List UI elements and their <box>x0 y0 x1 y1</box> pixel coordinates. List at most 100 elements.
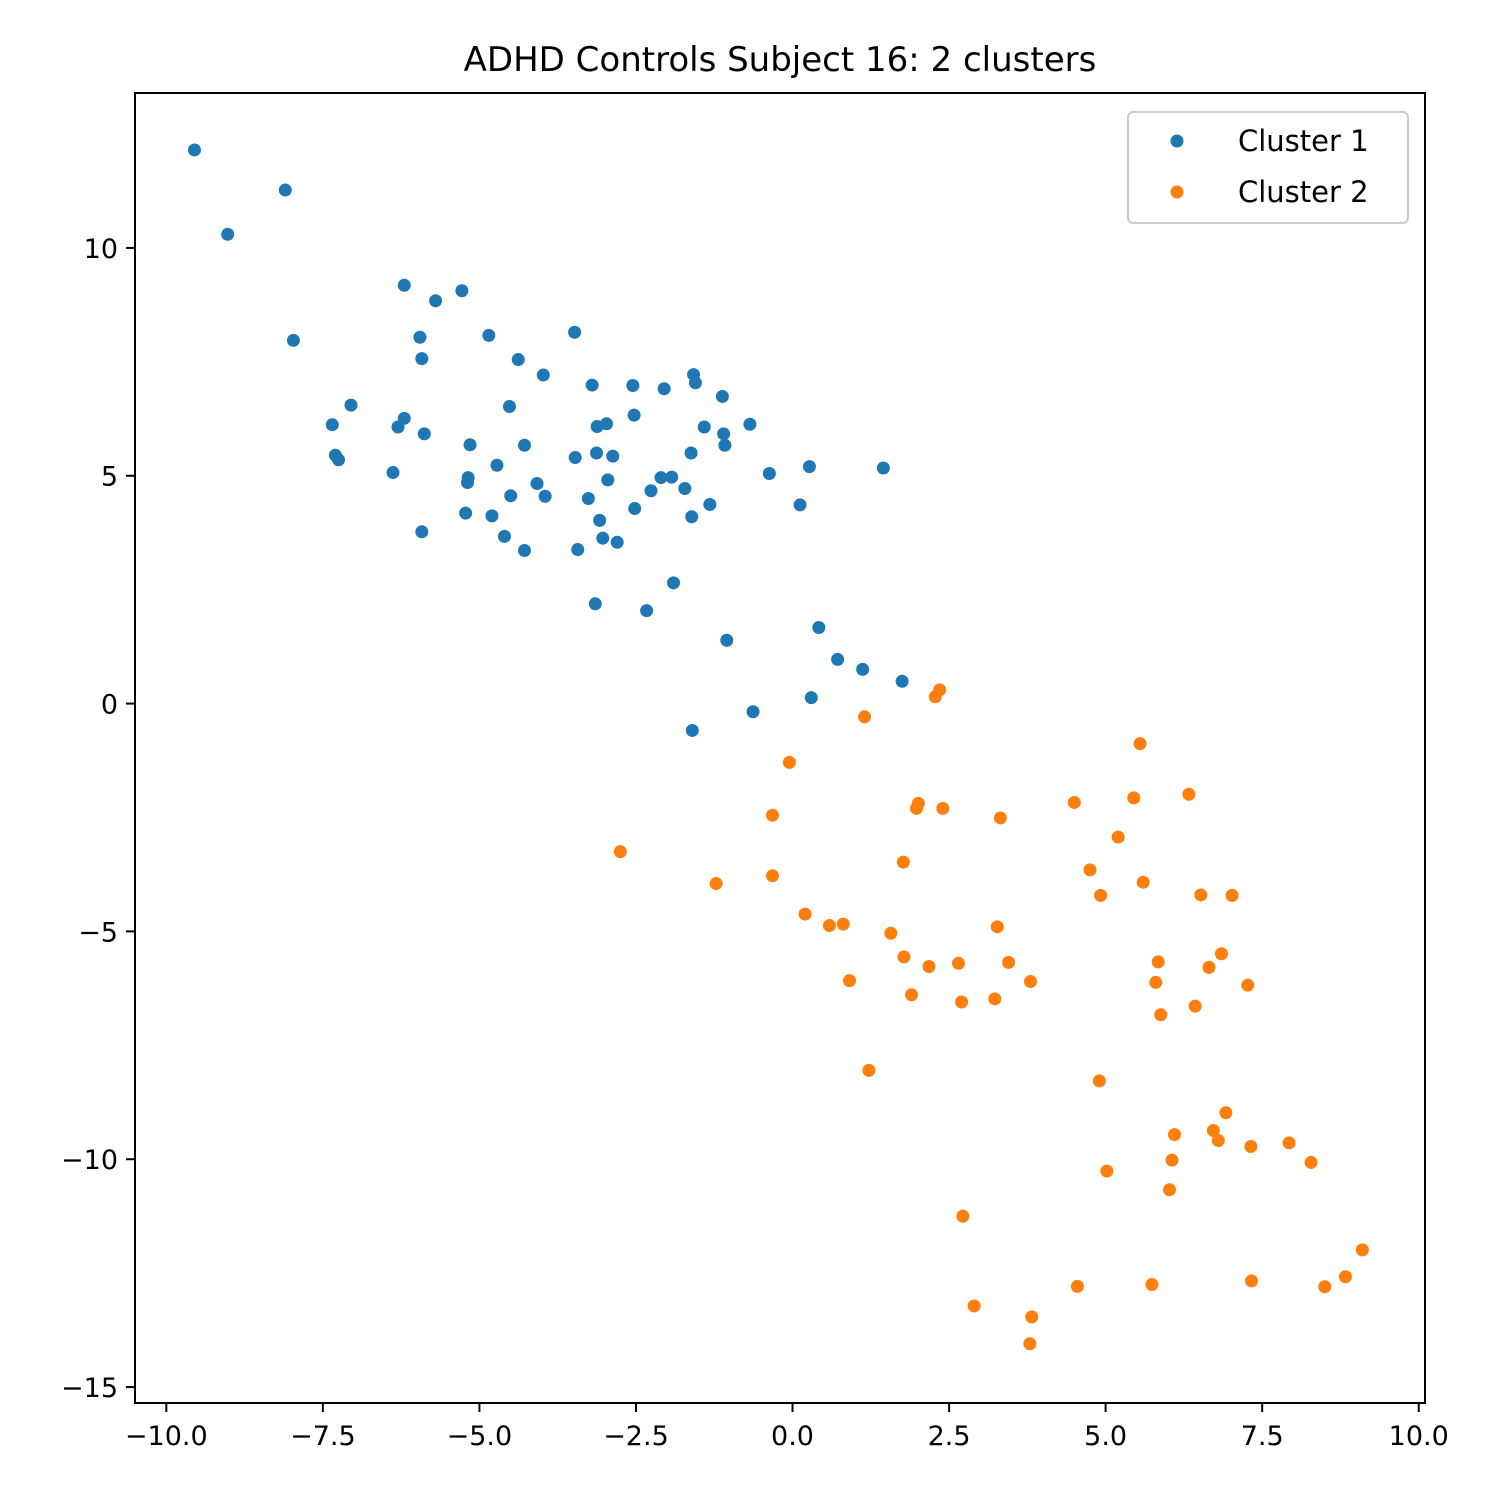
cluster-1-point <box>593 513 607 527</box>
x-tick-label: 5.0 <box>1084 1421 1127 1452</box>
cluster-2-point <box>905 988 918 1002</box>
cluster-1-point <box>278 183 292 197</box>
cluster-2-point <box>765 869 779 883</box>
cluster-1-point <box>688 376 702 390</box>
cluster-2-point <box>884 926 898 940</box>
cluster-1-point <box>601 473 615 487</box>
cluster-1-point <box>187 143 201 157</box>
cluster-1-point <box>895 674 909 688</box>
cluster-1-point <box>397 278 411 292</box>
cluster-2-point <box>1092 1074 1106 1088</box>
cluster-1-point <box>746 705 760 719</box>
cluster-1-point <box>415 525 429 539</box>
cluster-2-point <box>1194 888 1208 902</box>
cluster-1-point <box>703 497 717 511</box>
y-tick-label: 0 <box>101 690 118 721</box>
cluster-2-point <box>936 801 950 815</box>
cluster-2-point <box>1225 888 1239 902</box>
y-tick-label: 10 <box>84 234 118 265</box>
cluster-2-point <box>1318 1280 1332 1294</box>
legend-entries: Cluster 1 Cluster 2 <box>1170 124 1369 209</box>
cluster-1-point <box>463 438 477 452</box>
cluster-1-point <box>568 325 582 339</box>
cluster-1-point <box>685 510 699 524</box>
cluster-2-point <box>1245 1274 1259 1288</box>
cluster-2-point <box>1338 1270 1352 1284</box>
cluster-1-point <box>717 427 731 441</box>
cluster-2-point <box>1355 1243 1369 1257</box>
cluster-1-point <box>568 451 582 465</box>
legend: Cluster 1 Cluster 2 <box>1127 111 1409 224</box>
cluster-1-point <box>626 379 640 393</box>
cluster-2-point <box>843 974 857 988</box>
cluster-1-point <box>596 531 610 545</box>
cluster-1-point <box>876 461 890 475</box>
cluster-2-point <box>765 808 779 822</box>
cluster-1-point <box>386 466 400 480</box>
plot-frame <box>134 92 1426 1404</box>
chart-title: ADHD Controls Subject 16: 2 clusters <box>464 40 1097 80</box>
cluster-1-point <box>490 458 504 472</box>
legend-marker-cluster-1 <box>1170 134 1184 148</box>
cluster-2-point <box>1111 830 1125 844</box>
x-tick-label: 0.0 <box>771 1421 814 1452</box>
cluster-1-point <box>812 620 826 634</box>
cluster-2-point <box>1163 1183 1176 1197</box>
cluster-1-point <box>538 489 552 503</box>
x-axis: −10.0 −7.5 −5.0 −2.5 0.0 2.5 5.0 7.5 10.0 <box>125 1403 1449 1452</box>
cluster-2-point <box>990 920 1004 934</box>
y-tick-label: −15 <box>61 1373 118 1404</box>
y-axis: 10 5 0 −5 −10 −15 <box>61 234 135 1404</box>
cluster-2-point <box>1094 888 1108 902</box>
cluster-1-point <box>804 691 818 705</box>
cluster-1-point <box>606 449 620 463</box>
cluster-1-point <box>429 294 443 308</box>
cluster-1-point <box>504 489 518 503</box>
cluster-2-point <box>1304 1155 1318 1169</box>
cluster-1-point <box>654 471 668 485</box>
cluster-2-point <box>967 1299 981 1313</box>
cluster-1-point <box>455 284 469 298</box>
cluster-1-point <box>482 328 496 342</box>
cluster-2-point <box>1211 1134 1225 1148</box>
cluster-2-point <box>862 1063 876 1077</box>
cluster-2-point <box>897 950 911 964</box>
cluster-1-point <box>644 484 658 498</box>
cluster-2-point <box>1182 787 1196 801</box>
x-tick-label: 10.0 <box>1389 1421 1449 1452</box>
cluster-2-point <box>1067 795 1081 809</box>
cluster-2-point <box>1241 978 1255 992</box>
cluster-2-point <box>1070 1279 1084 1293</box>
cluster-2-point <box>1206 1124 1220 1138</box>
cluster-1-point <box>628 502 642 516</box>
y-tick-label: −5 <box>78 917 118 948</box>
cluster-2-point <box>1168 1128 1182 1142</box>
cluster-1-point <box>720 633 734 647</box>
y-tick-label: −10 <box>61 1145 118 1176</box>
x-tick-label: −5.0 <box>447 1421 513 1452</box>
cluster-2-point <box>896 855 910 869</box>
x-tick-label: 7.5 <box>1241 1421 1284 1452</box>
cluster-2-point <box>822 918 836 932</box>
cluster-2-point <box>951 956 965 970</box>
cluster-1-point <box>415 352 429 366</box>
cluster-1-point <box>459 506 473 520</box>
cluster-1-point <box>417 427 431 441</box>
legend-label-cluster-1: Cluster 1 <box>1238 124 1369 158</box>
cluster-2-point <box>993 811 1007 825</box>
cluster-1-point <box>518 438 531 452</box>
cluster-1-point <box>502 399 516 413</box>
cluster-1-point <box>590 446 604 460</box>
cluster-2-point <box>955 995 969 1009</box>
x-tick-label: −7.5 <box>290 1421 356 1452</box>
legend-label-cluster-2: Cluster 2 <box>1238 175 1369 209</box>
cluster-1-point <box>678 482 692 496</box>
cluster-2-point <box>1002 955 1016 969</box>
cluster-2-point <box>1214 947 1228 961</box>
data-points <box>187 143 1369 1351</box>
cluster-2-point <box>798 907 812 921</box>
cluster-2-point <box>1133 737 1147 751</box>
cluster-2-point <box>1244 1139 1258 1153</box>
